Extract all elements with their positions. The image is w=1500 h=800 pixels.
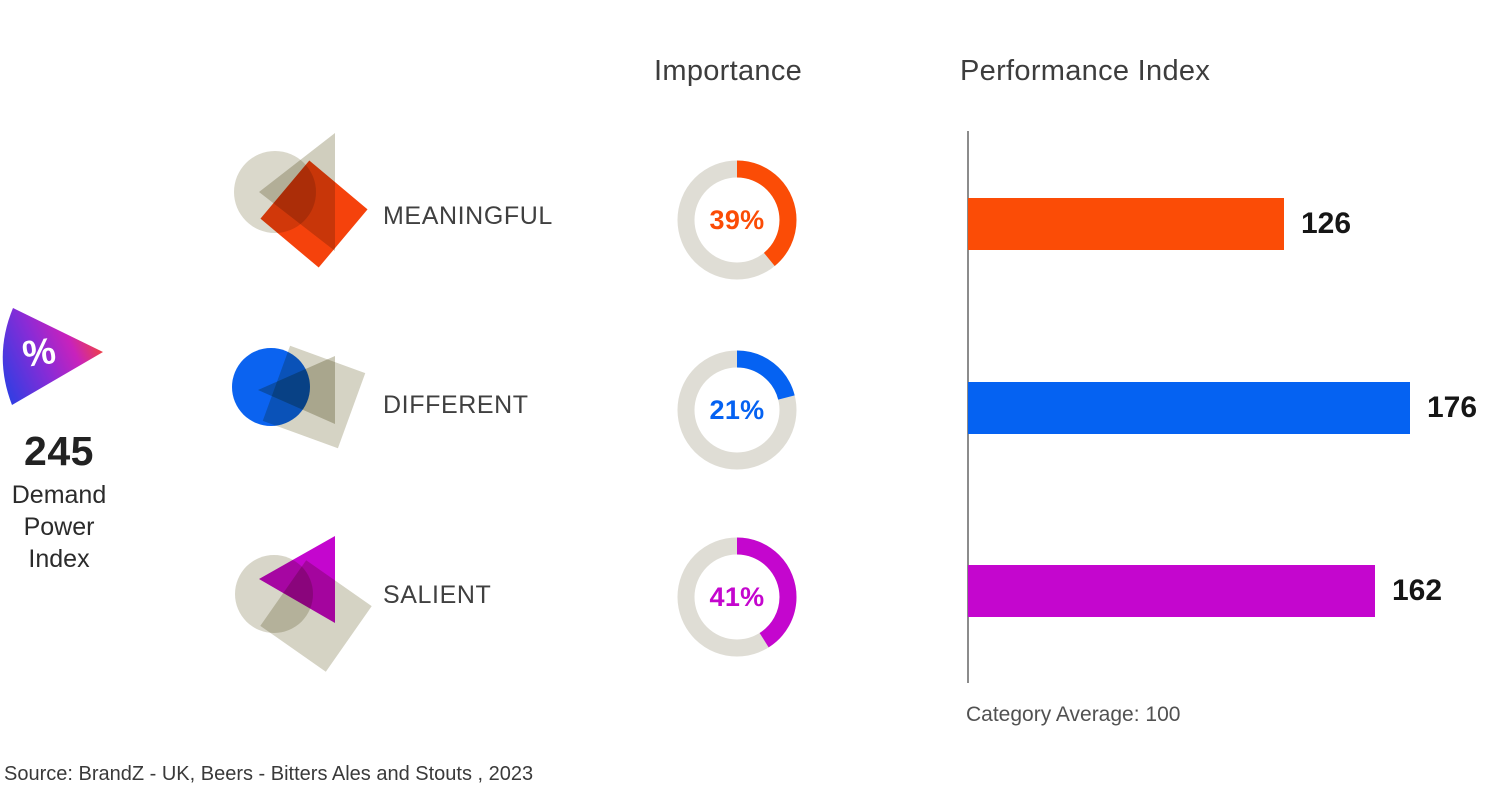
importance-donut-salient: 41% xyxy=(677,537,797,657)
importance-header: Importance xyxy=(654,55,803,87)
source-attribution: Source: BrandZ - UK, Beers - Bitters Ale… xyxy=(4,763,534,785)
importance-value-salient: 41% xyxy=(709,581,765,612)
performance-bar-row-salient: 162 xyxy=(968,565,1442,617)
performance-bar-row-different: 176 xyxy=(968,382,1477,434)
salient-shapes-icon xyxy=(226,514,386,679)
performance-value-meaningful: 126 xyxy=(1301,207,1352,240)
importance-value-meaningful: 39% xyxy=(709,204,765,235)
attribute-label-salient: SALIENT xyxy=(383,581,492,609)
importance-donut-meaningful: 39% xyxy=(677,160,797,280)
category-average-note: Category Average: 100 xyxy=(966,703,1181,726)
demand-power-index-value: 245 xyxy=(24,428,94,474)
demand-power-index-label: Demand Power Index xyxy=(0,479,118,575)
performance-bar-salient xyxy=(968,565,1375,617)
different-shapes-icon xyxy=(226,318,386,483)
performance-bar-meaningful xyxy=(968,198,1284,250)
performance-value-salient: 162 xyxy=(1392,574,1443,607)
performance-value-different: 176 xyxy=(1427,391,1478,424)
dpi-label-line: Index xyxy=(28,545,90,573)
meaningful-shapes-icon xyxy=(226,128,386,293)
performance-index-header: Performance Index xyxy=(960,55,1211,87)
svg-text:%: % xyxy=(20,330,58,375)
importance-value-different: 21% xyxy=(709,394,765,425)
performance-bar-row-meaningful: 126 xyxy=(968,198,1351,250)
dpi-label-line: Demand xyxy=(11,481,107,509)
attribute-label-meaningful: MEANINGFUL xyxy=(383,202,553,230)
performance-bar-different xyxy=(968,382,1410,434)
attribute-label-different: DIFFERENT xyxy=(383,391,529,419)
importance-donut-different: 21% xyxy=(677,350,797,470)
percent-wedge-icon: % xyxy=(0,295,118,421)
dpi-label-line: Power xyxy=(23,513,95,541)
